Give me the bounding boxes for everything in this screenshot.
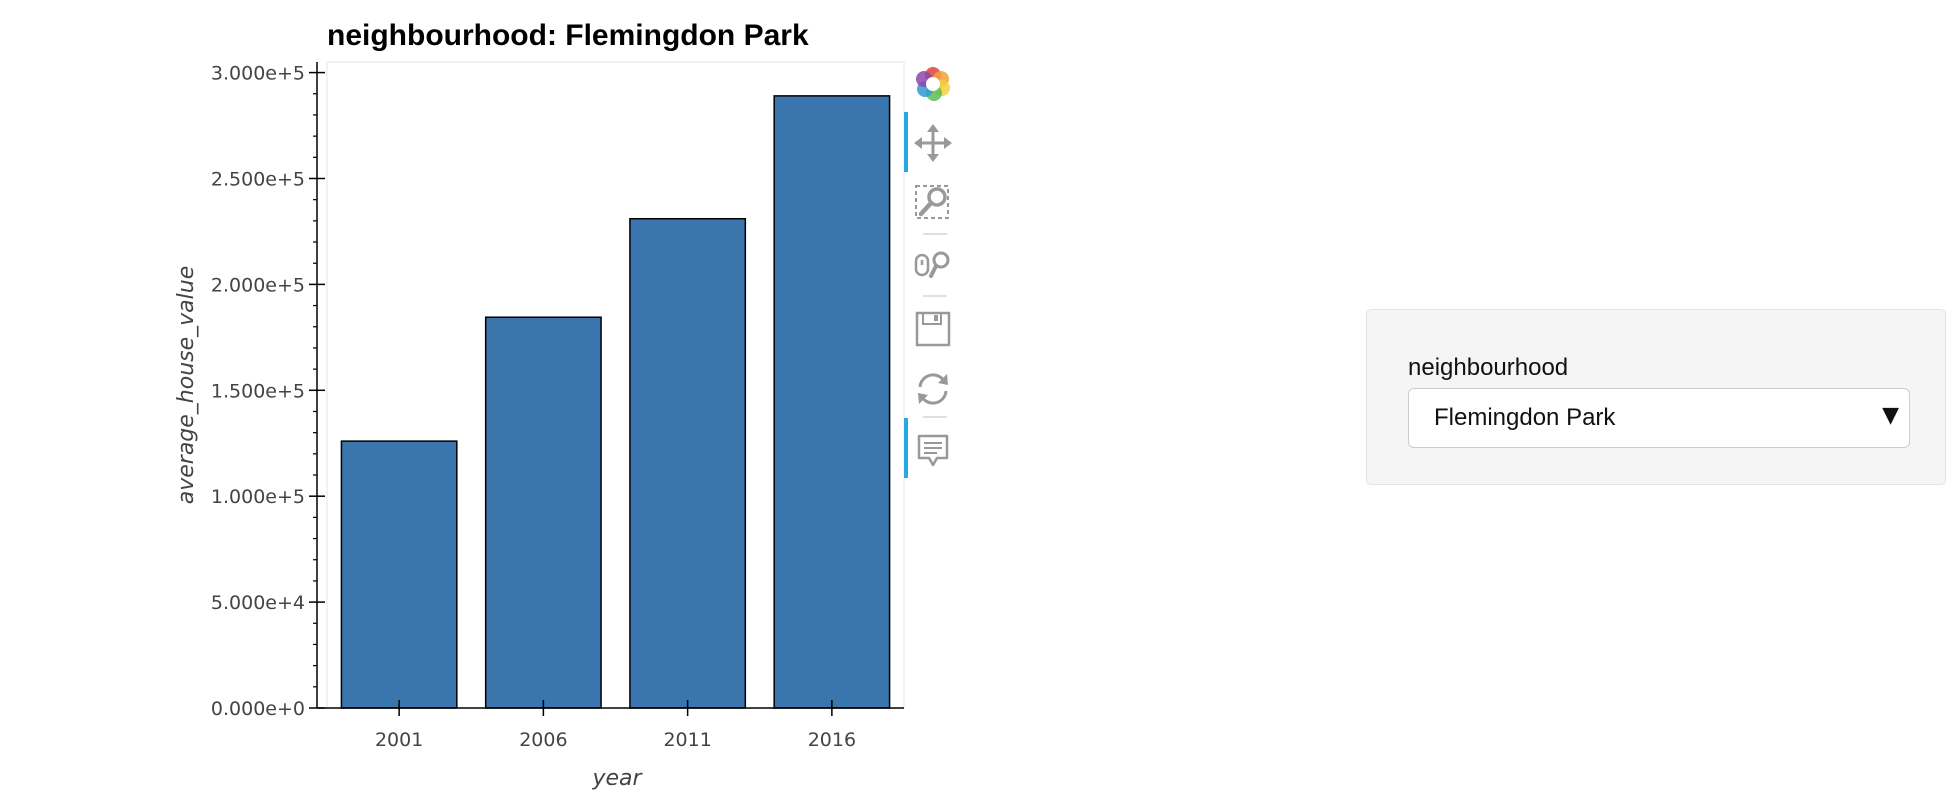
toolbar-separator [923,416,947,418]
box-zoom-tool-icon[interactable] [907,177,959,229]
chart-title: neighbourhood: Flemingdon Park [327,19,809,52]
y-axis-label: average_house_value [174,266,199,505]
bar-2001[interactable] [340,440,458,709]
dropdown-arrow-icon: ▼ [1882,403,1899,428]
bar-2006[interactable] [484,316,602,709]
pan-tool-icon[interactable] [907,117,959,169]
neighbourhood-label: neighbourhood [1408,354,1569,381]
bars-group [340,95,891,709]
toolbar-separator [923,295,947,297]
y-tick-label: 1.500e+5 [211,380,305,402]
x-axis: 2001 2006 2011 2016 [317,700,904,751]
y-tick-label: 3.000e+5 [211,63,305,85]
y-tick-label: 5.000e+4 [211,592,305,614]
bokeh-logo-icon[interactable] [907,58,959,110]
chart-toolbar [904,58,965,488]
bar-2011[interactable] [629,217,747,709]
active-indicator-hover [904,418,908,478]
toolbar-separator [923,233,947,235]
y-tick-label: 2.000e+5 [211,274,305,296]
y-axis: 0.000e+0 5.000e+4 1.000e+5 1.500e+5 2.000e+5… [211,62,325,720]
neighbourhood-widget: neighbourhood Flemingdon Park ▼ [1366,309,1946,485]
wheel-zoom-tool-icon[interactable] [907,240,959,292]
neighbourhood-select[interactable]: Flemingdon Park ▼ [1408,388,1910,448]
save-tool-icon[interactable] [907,303,959,355]
hover-tool-icon[interactable] [907,424,959,476]
x-tick-label: 2016 [808,729,856,751]
selected-neighbourhood: Flemingdon Park [1434,404,1616,431]
reset-tool-icon[interactable] [907,363,959,415]
bar-2016[interactable] [773,95,891,709]
x-tick-label: 2006 [519,729,567,751]
x-tick-label: 2001 [375,729,423,751]
x-axis-label: year [591,766,643,791]
y-tick-label: 1.000e+5 [211,486,305,508]
y-tick-label: 2.500e+5 [211,168,305,190]
y-tick-label: 0.000e+0 [211,698,305,720]
active-indicator-pan [904,112,908,172]
x-tick-label: 2011 [663,729,711,751]
